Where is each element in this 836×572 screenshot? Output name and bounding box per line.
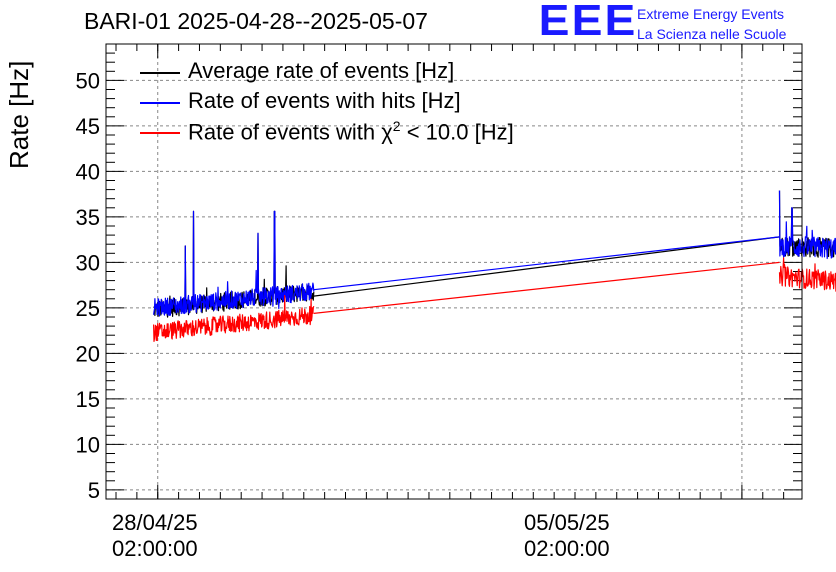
legend-chi2-symbol: χ (381, 119, 393, 145)
x-tick-date-0: 28/04/25 (112, 510, 198, 535)
legend-swatch-hits (140, 102, 180, 104)
y-tick-label-5: 5 (88, 478, 100, 503)
legend-chi2-sup: 2 (392, 118, 401, 134)
plot-frame (105, 43, 803, 500)
y-tick-label-50: 50 (76, 68, 100, 93)
legend-swatch-chi2 (140, 132, 180, 134)
chart-title: BARI-01 2025-04-28--2025-05-07 (84, 8, 428, 34)
logo-line-1: Extreme Energy Events (637, 6, 785, 22)
y-tick-label-15: 15 (76, 387, 100, 412)
y-tick-label-40: 40 (76, 159, 100, 184)
logo-line-2: La Scienza nelle Scuole (637, 26, 787, 42)
y-tick-label-35: 35 (76, 205, 100, 230)
y-tick-label-10: 10 (76, 432, 100, 457)
series-line-chi2 (153, 257, 836, 342)
x-tick-time-0: 02:00:00 (112, 536, 198, 561)
y-tick-label-25: 25 (76, 296, 100, 321)
eee-logo-mark: EEE (538, 0, 638, 45)
series-line-hits (153, 190, 836, 317)
y-axis-label: Rate [Hz] (4, 60, 34, 169)
legend-label-average: Average rate of events [Hz] (188, 58, 455, 83)
legend-label-hits: Rate of events with hits [Hz] (188, 88, 461, 113)
legend-label-chi2: Rate of events with χ2 < 10.0 [Hz] (188, 118, 514, 145)
x-tick-label-0: 28/04/25 02:00:00 (112, 510, 198, 562)
x-tick-time-1: 02:00:00 (524, 536, 610, 561)
series-line-average (153, 190, 836, 318)
y-tick-label-30: 30 (76, 250, 100, 275)
legend-chi2-pre: Rate of events with (188, 119, 382, 145)
x-tick-label-1: 05/05/25 02:00:00 (524, 510, 610, 562)
legend-swatch-average (140, 72, 180, 74)
y-tick-label-45: 45 (76, 114, 100, 139)
x-tick-date-1: 05/05/25 (524, 510, 610, 535)
y-tick-label-20: 20 (76, 341, 100, 366)
legend-chi2-post: < 10.0 [Hz] (400, 119, 514, 145)
eee-logo-text: Extreme Energy Events La Scienza nelle S… (637, 4, 786, 44)
